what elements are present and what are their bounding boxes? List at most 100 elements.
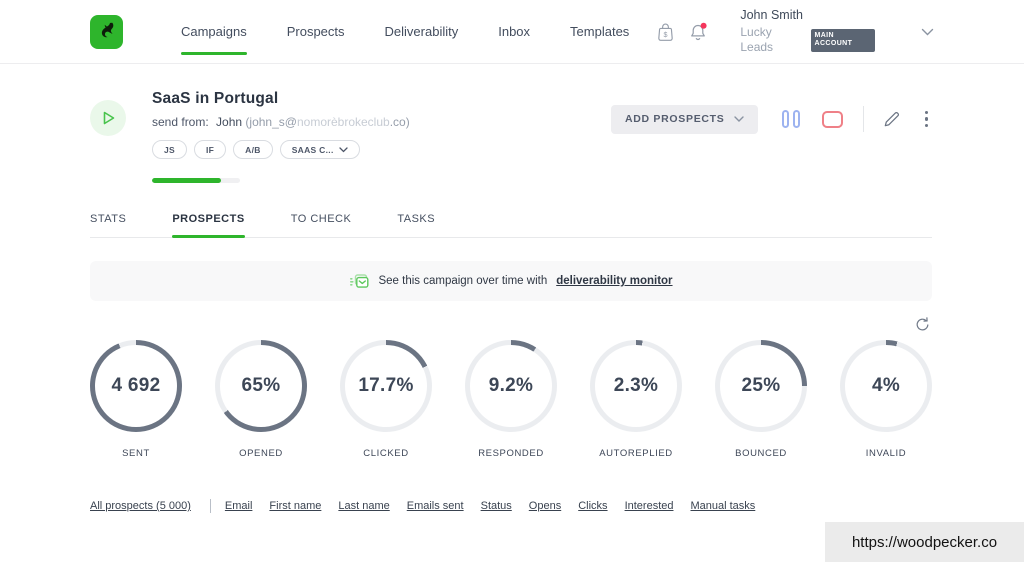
- stat-label: RESPONDED: [478, 448, 544, 459]
- chevron-down-icon: [733, 115, 744, 122]
- add-prospects-button[interactable]: ADD PROSPECTS: [610, 104, 758, 134]
- stat-clicked: 17.7% CLICKED: [340, 340, 432, 459]
- tag-label: IF: [206, 144, 215, 155]
- all-prospects-link[interactable]: All prospects (5 000): [90, 500, 191, 512]
- campaign-info: SaaS in Portugal send from: John (john_s…: [152, 90, 611, 183]
- tag-pill-if[interactable]: IF: [194, 140, 227, 159]
- sender-email-prefix: (john_s@: [245, 115, 297, 129]
- donut-ring: 25%: [715, 340, 807, 432]
- stat-label: INVALID: [865, 448, 907, 459]
- refresh-row: [90, 315, 932, 333]
- campaign-progress-fill: [152, 178, 221, 183]
- filter-link-first-name[interactable]: First name: [269, 500, 322, 512]
- filter-link-manual-tasks[interactable]: Manual tasks: [690, 500, 756, 512]
- tag-dropdown[interactable]: SAAS C...: [279, 140, 360, 159]
- tab-tasks[interactable]: TASKS: [397, 213, 435, 237]
- pause-bar: [792, 110, 800, 128]
- sender-email-domain: nomorèbrokeclub: [296, 115, 390, 129]
- divider: [862, 106, 864, 132]
- tag-pill-ab[interactable]: A/B: [233, 140, 273, 159]
- campaign-tabs: STATS PROSPECTS TO CHECK TASKS: [90, 213, 932, 238]
- pause-campaign-button[interactable]: [781, 110, 800, 128]
- tag-pill-js[interactable]: JS: [152, 140, 187, 159]
- filter-link-emails-sent[interactable]: Emails sent: [406, 500, 464, 512]
- svg-text:$: $: [664, 30, 668, 38]
- run-campaign-button[interactable]: [90, 100, 126, 136]
- add-prospects-label: ADD PROSPECTS: [624, 113, 725, 125]
- stat-value: 2.3%: [613, 375, 659, 396]
- deliverability-banner: See this campaign over time with deliver…: [90, 261, 932, 301]
- stat-label: OPENED: [239, 448, 283, 459]
- donut-ring: 2.3%: [590, 340, 682, 432]
- nav-label: Campaigns: [180, 24, 247, 39]
- account-menu-toggle[interactable]: [921, 28, 934, 36]
- bell-icon: [691, 22, 707, 40]
- filter-link-last-name[interactable]: Last name: [338, 500, 390, 512]
- main-nav: Campaigns Prospects Deliverability Inbox…: [161, 0, 649, 64]
- filter-link-interested[interactable]: Interested: [624, 500, 674, 512]
- campaign-header: SaaS in Portugal send from: John (john_s…: [90, 90, 932, 183]
- nav-label: Deliverability: [384, 24, 459, 39]
- tag-label: JS: [164, 144, 175, 155]
- stat-autoreplied: 2.3% AUTOREPLIED: [590, 340, 682, 459]
- stat-label: BOUNCED: [735, 448, 787, 459]
- edit-campaign-button[interactable]: [882, 110, 901, 129]
- stat-label: AUTOREPLIED: [599, 448, 673, 459]
- donut-ring: 4 692: [90, 340, 182, 432]
- campaign-progress-bar: [152, 178, 240, 183]
- filter-link-opens[interactable]: Opens: [528, 500, 562, 512]
- nav-item-inbox[interactable]: Inbox: [478, 0, 550, 64]
- chevron-down-icon: [921, 28, 934, 35]
- pencil-icon: [884, 111, 899, 126]
- filter-link-clicks[interactable]: Clicks: [578, 500, 608, 512]
- nav-item-templates[interactable]: Templates: [550, 0, 649, 64]
- donut-ring: 4%: [840, 340, 932, 432]
- main-content: SaaS in Portugal send from: John (john_s…: [90, 90, 932, 513]
- watermark-url: https://woodpecker.co: [825, 522, 1024, 562]
- nav-item-deliverability[interactable]: Deliverability: [365, 0, 479, 64]
- stat-responded: 9.2% RESPONDED: [465, 340, 557, 459]
- kebab-dot: [924, 110, 928, 115]
- donut-ring: 65%: [215, 340, 307, 432]
- stat-bounced: 25% BOUNCED: [715, 340, 807, 459]
- campaign-title: SaaS in Portugal: [152, 90, 279, 107]
- tab-to-check[interactable]: TO CHECK: [291, 213, 352, 237]
- stat-value: 4 692: [111, 375, 161, 396]
- donut-ring: 17.7%: [340, 340, 432, 432]
- tab-label: TO CHECK: [290, 213, 352, 225]
- pause-bar: [781, 110, 789, 128]
- woodpecker-logo[interactable]: [90, 14, 123, 49]
- marketplace-button[interactable]: $: [649, 15, 682, 49]
- filter-link-status[interactable]: Status: [480, 500, 512, 512]
- filter-link-email[interactable]: Email: [224, 500, 253, 512]
- nav-item-prospects[interactable]: Prospects: [267, 0, 365, 64]
- tab-stats[interactable]: STATS: [90, 213, 126, 237]
- notifications-button[interactable]: [682, 15, 715, 49]
- stat-value: 25%: [741, 375, 781, 396]
- play-icon: [103, 111, 114, 125]
- stat-invalid: 4% INVALID: [840, 340, 932, 459]
- woodpecker-bird-icon: [102, 22, 114, 37]
- prospect-filter-links: All prospects (5 000) Email First name L…: [90, 499, 932, 513]
- send-from-label: send from:: [152, 115, 209, 129]
- tab-prospects[interactable]: PROSPECTS: [172, 213, 246, 238]
- tag-dropdown-label: SAAS C...: [291, 144, 334, 155]
- refresh-icon: [916, 317, 929, 331]
- stat-label: CLICKED: [363, 448, 409, 459]
- nav-item-campaigns[interactable]: Campaigns: [161, 0, 267, 64]
- tab-label: TASKS: [397, 213, 436, 225]
- deliverability-monitor-link[interactable]: deliverability monitor: [556, 275, 673, 287]
- donut-ring: 9.2%: [465, 340, 557, 432]
- deliverability-monitor-icon: [350, 273, 369, 288]
- sender-name: John: [216, 115, 243, 129]
- chevron-down-icon: [338, 146, 348, 152]
- campaign-more-menu[interactable]: [921, 107, 933, 132]
- user-account-block[interactable]: John Smith Lucky Leads MAIN ACCOUNT: [740, 8, 876, 56]
- tag-label: A/B: [245, 144, 261, 155]
- stop-campaign-button[interactable]: [821, 110, 843, 128]
- refresh-stats-button[interactable]: [913, 315, 932, 333]
- user-sub: Lucky Leads MAIN ACCOUNT: [740, 25, 876, 55]
- stat-value: 9.2%: [488, 375, 534, 396]
- watermark-url-text: https://woodpecker.co: [851, 533, 998, 551]
- shopping-bag-dollar-icon: $: [658, 23, 673, 41]
